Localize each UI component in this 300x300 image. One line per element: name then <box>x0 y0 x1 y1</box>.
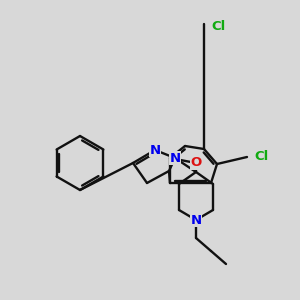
Text: Cl: Cl <box>211 20 225 32</box>
Text: N: N <box>190 214 202 226</box>
Text: N: N <box>149 143 161 157</box>
Text: Cl: Cl <box>254 151 268 164</box>
Text: O: O <box>190 157 202 169</box>
Text: N: N <box>169 152 181 164</box>
